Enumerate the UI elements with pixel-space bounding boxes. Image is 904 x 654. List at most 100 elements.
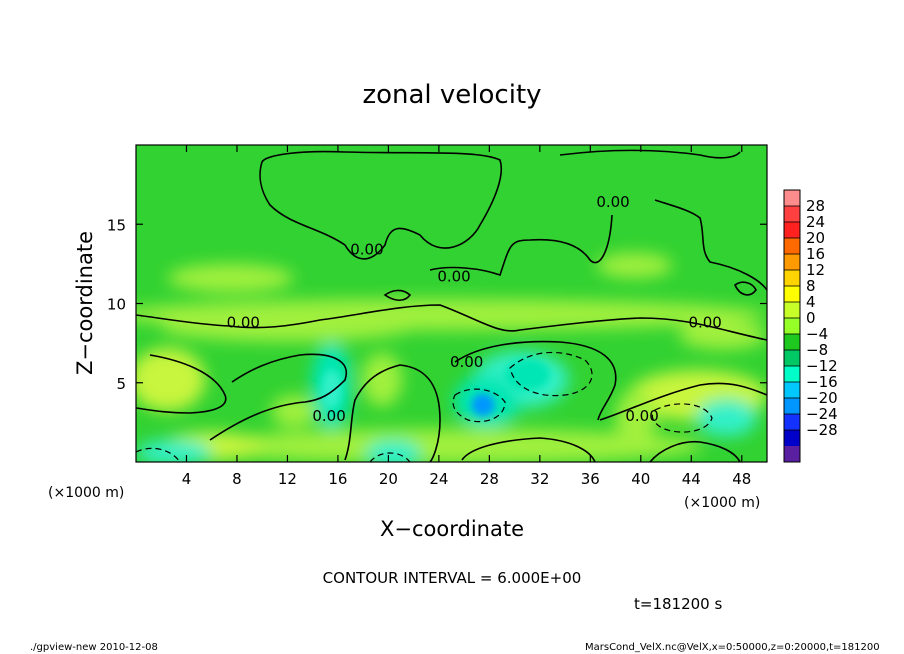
shade-blob-15 (678, 320, 767, 350)
contour-line-center-right (454, 340, 617, 421)
colorbar-swatch-15 (784, 430, 800, 447)
contour-label-7: 0.00 (625, 407, 658, 425)
contour-line-top-right (559, 149, 741, 159)
colorbar-swatch-16 (784, 446, 800, 463)
x-tick-label-5: 24 (429, 470, 448, 488)
x-tick-label-0: 4 (182, 470, 192, 488)
contour-labels: 0.00 0.00 0.00 0.00 0.00 0.00 0.00 0.00 (227, 193, 722, 425)
core-blob-1 (504, 358, 550, 391)
colorbar-label-7: 0 (806, 309, 816, 327)
shade-blob-0 (136, 347, 206, 412)
shade-blob-9 (199, 428, 704, 462)
time-text: t=181200 s (634, 595, 722, 613)
contour-label-1: 0.00 (350, 240, 383, 258)
colorbar-label-11: −16 (806, 373, 838, 391)
colorbar-swatch-1 (784, 206, 800, 223)
y-tick-label-1: 10 (107, 296, 126, 314)
contour-line-negative-1 (509, 351, 593, 397)
contour-line-center (344, 364, 441, 462)
colorbar-label-5: 8 (806, 277, 816, 295)
contour-line-mid (136, 304, 767, 341)
contour-label-6: 0.00 (312, 407, 345, 425)
field-shading (136, 252, 767, 462)
colorbar-label-9: −8 (806, 341, 828, 359)
colorbar-swatch-7 (784, 302, 800, 319)
colorbar-swatch-4 (784, 254, 800, 271)
x-unit-left: (×1000 m) (48, 485, 124, 501)
x-tick-label-8: 36 (581, 470, 600, 488)
contour-label-0: 0.00 (596, 193, 629, 211)
contour-line-upper (259, 150, 503, 260)
contour-line-negative-3 (651, 403, 713, 433)
colorbar-swatch-11 (784, 366, 800, 383)
contour-line-negative-4 (136, 447, 181, 462)
colorbar-swatch-3 (784, 238, 800, 255)
contour-line-small-right (733, 281, 757, 296)
colorbar-label-8: −4 (806, 325, 828, 343)
contour-lines-negative (136, 351, 713, 462)
colorbar-swatch-8 (784, 318, 800, 335)
x-tick-label-2: 12 (278, 470, 297, 488)
shade-blob-11 (136, 439, 212, 462)
y-tick-label-0: 5 (116, 375, 126, 393)
shade-blob-2 (361, 352, 403, 407)
colorbar-swatch-14 (784, 414, 800, 431)
x-tick-label-9: 40 (631, 470, 650, 488)
x-tick-label-11: 48 (732, 470, 751, 488)
colorbar-swatch-13 (784, 398, 800, 415)
y-axis-label: Z−coordinate (73, 231, 97, 375)
colorbar-label-3: 16 (806, 245, 825, 263)
shade-blob-8 (271, 395, 317, 428)
shade-blob-14 (161, 313, 414, 342)
contour-line-low-left (136, 354, 227, 414)
colorbar-label-14: −28 (806, 421, 838, 439)
contour-line-small-loop (383, 289, 412, 302)
shade-blob-12 (365, 439, 422, 462)
core-blob-2 (321, 370, 342, 409)
shade-blob-17 (167, 263, 294, 293)
colorbar-swatch-5 (784, 270, 800, 287)
contour-interval-text: CONTOUR INTERVAL = 6.000E+00 (323, 569, 582, 587)
contour-label-2: 0.00 (437, 267, 470, 285)
contour-line-bottom-right (599, 382, 767, 421)
x-tick-label-6: 28 (480, 470, 499, 488)
colorbar-label-13: −24 (806, 405, 838, 423)
contour-line-right (654, 199, 767, 291)
contour-label-3: 0.00 (227, 313, 260, 331)
field-cores (321, 358, 550, 417)
colorbar-swatch-2 (784, 222, 800, 239)
colorbar-label-1: 24 (806, 213, 825, 231)
contour-field: 0.00 0.00 0.00 0.00 0.00 0.00 0.00 0.00 (136, 145, 767, 462)
y-axis-ticks: 5 10 15 (107, 216, 767, 393)
colorbar-label-0: 28 (806, 197, 825, 215)
colorbar-label-2: 20 (806, 229, 825, 247)
colorbar-label-10: −12 (806, 357, 838, 375)
contour-label-4: 0.00 (688, 313, 721, 331)
core-blob-0 (471, 393, 495, 417)
contour-line-lowmid (461, 437, 596, 462)
contour-label-5: 0.00 (450, 353, 483, 371)
x-tick-label-10: 44 (682, 470, 701, 488)
colorbar-swatch-6 (784, 286, 800, 303)
x-tick-label-3: 16 (328, 470, 347, 488)
x-axis-label: X−coordinate (380, 517, 524, 541)
colorbar-swatch-9 (784, 334, 800, 351)
contour-line-negative-5 (369, 452, 411, 462)
x-tick-label-7: 32 (530, 470, 549, 488)
x-unit-right: (×1000 m) (684, 495, 760, 511)
shade-blob-5 (696, 398, 757, 437)
contour-line-bottom-arc (649, 440, 741, 462)
y-tick-label-2: 15 (107, 216, 126, 234)
colorbar-swatch-12 (784, 382, 800, 399)
x-tick-label-4: 20 (379, 470, 398, 488)
colorbar-label-6: 4 (806, 293, 816, 311)
colorbar-frame (783, 189, 801, 463)
shade-blob-16 (596, 252, 673, 279)
x-tick-label-1: 8 (232, 470, 242, 488)
contour-line-low-center (209, 353, 348, 441)
colorbar-label-4: 12 (806, 261, 825, 279)
chart-title: zonal velocity (362, 80, 541, 110)
x-axis-ticks: 4 8 12 16 20 24 28 32 36 40 44 48 (182, 145, 751, 488)
